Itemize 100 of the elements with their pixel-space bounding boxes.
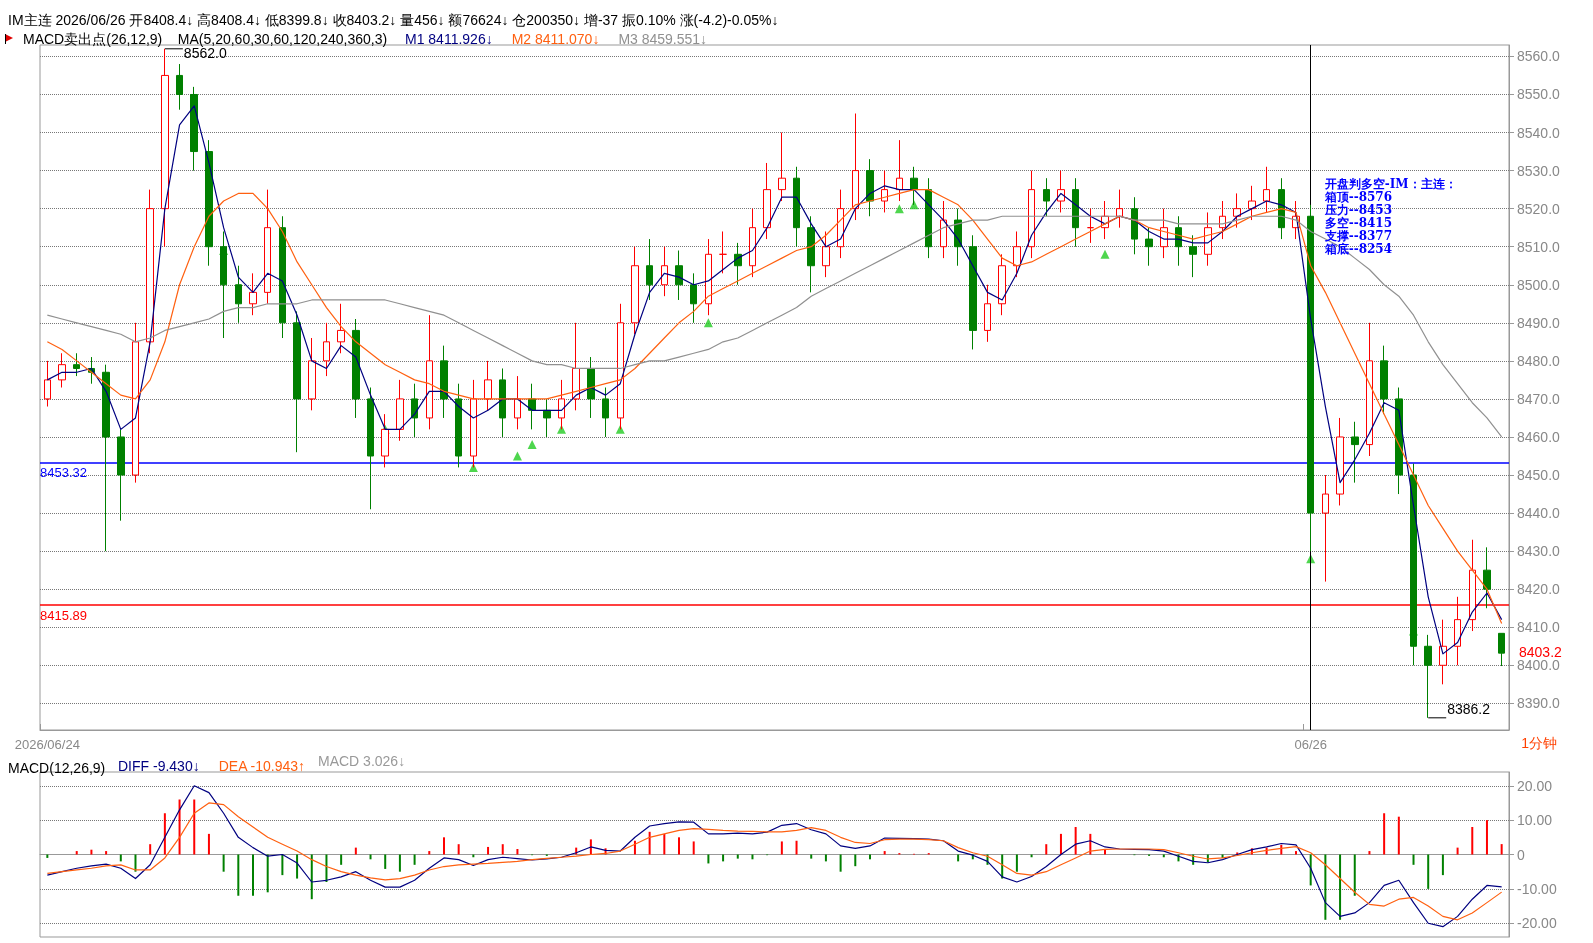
annotation: 支撑--8377 — [1323, 229, 1393, 243]
candlestick — [337, 303, 345, 354]
y-tick-label: 8450.0 — [1517, 467, 1561, 484]
bar — [1339, 854, 1342, 920]
bar — [413, 854, 416, 865]
candlestick — [822, 230, 830, 278]
candlestick — [940, 200, 947, 259]
candlestick — [1145, 227, 1153, 267]
point — [615, 424, 625, 434]
candlestick — [1116, 189, 1123, 229]
candlestick — [293, 310, 301, 453]
bar — [149, 844, 152, 855]
bar — [1441, 854, 1444, 876]
bar — [1471, 827, 1474, 855]
bar — [1500, 844, 1503, 855]
candlestick — [793, 166, 800, 248]
candlestick — [837, 189, 844, 259]
candlestick — [969, 234, 977, 350]
chart-subtitle: MACD卖出点(26,12,9) MA(5,20,60,30,60,120,240,360,3) — [23, 31, 388, 47]
bar — [222, 854, 225, 872]
y-tick-label: 8470.0 — [1517, 390, 1561, 407]
candlestick — [925, 177, 932, 259]
bar — [266, 854, 269, 893]
bar — [457, 844, 460, 855]
bar — [384, 854, 387, 869]
annotation: 压力--8453 — [1323, 203, 1393, 217]
candlestick — [1072, 177, 1079, 248]
bar — [780, 841, 783, 855]
y-tick-label: -10.00 — [1517, 880, 1557, 897]
candlestick — [675, 250, 683, 301]
bar — [501, 844, 504, 855]
candlestick — [778, 132, 786, 202]
candlestick — [1498, 632, 1505, 667]
candlestick — [852, 113, 859, 221]
candlestick — [58, 352, 66, 388]
annotation: 箱顶--8576 — [1323, 190, 1393, 204]
bar — [1015, 854, 1018, 872]
point — [512, 451, 522, 461]
bar — [296, 854, 299, 879]
bar — [1427, 854, 1430, 889]
candlestick — [705, 238, 712, 316]
candlestick — [602, 387, 609, 438]
y-tick-label: 8560.0 — [1517, 48, 1561, 65]
bar — [237, 854, 240, 896]
candlestick — [1483, 546, 1491, 609]
candlestick — [455, 383, 462, 468]
annotation: 多空--8415 — [1324, 216, 1393, 230]
candlestick — [984, 284, 991, 343]
candlestick — [323, 322, 330, 377]
y-tick-label: 10.00 — [1517, 812, 1553, 829]
annotation: 8386.2 — [1447, 700, 1491, 717]
y-tick-label: 0 — [1517, 846, 1525, 863]
annotation: 箱底--8254 — [1323, 242, 1393, 256]
line-series — [46, 802, 1503, 921]
candlestick — [661, 246, 668, 297]
bar — [663, 833, 666, 855]
ref-line-label: 8453.32 — [40, 465, 87, 481]
bar — [75, 851, 78, 855]
bar — [105, 851, 108, 855]
bar — [310, 854, 313, 900]
bar — [692, 841, 695, 855]
y-tick-label: -20.00 — [1517, 915, 1557, 932]
bar — [678, 837, 681, 855]
bar — [340, 854, 343, 865]
bar — [883, 851, 886, 855]
chart-title: MACD(12,26,9) — [8, 760, 106, 776]
bar — [839, 854, 842, 872]
candlestick — [146, 189, 154, 354]
candlestick — [102, 364, 110, 552]
candlestick — [44, 360, 51, 408]
candlestick — [1366, 322, 1373, 457]
bar — [1045, 844, 1048, 855]
candlestick — [646, 238, 653, 301]
candlestick — [1028, 170, 1035, 259]
candlestick — [367, 387, 374, 510]
candlestick — [73, 352, 80, 377]
bar — [207, 833, 210, 855]
candlestick — [499, 367, 506, 438]
candlestick — [631, 246, 639, 335]
candlestick — [396, 379, 404, 442]
candlestick — [866, 158, 874, 217]
candlestick — [1439, 619, 1447, 685]
bar — [428, 851, 431, 855]
candlestick — [176, 63, 183, 111]
candlestick — [1233, 192, 1241, 229]
bar — [648, 831, 651, 855]
candlestick — [690, 272, 697, 324]
candlestick — [411, 383, 418, 438]
bar — [1368, 851, 1371, 855]
candlestick — [763, 162, 771, 240]
series-label: DIFF -9.430↓ — [118, 758, 200, 774]
annotation: 开盘判多空-IM：主连： — [1323, 177, 1457, 191]
x-axis-title: 1分钟 — [1521, 735, 1558, 751]
candlestick — [719, 230, 727, 274]
candlestick — [1336, 417, 1344, 506]
bar — [810, 854, 813, 859]
candlestick — [1263, 166, 1270, 213]
candlestick — [1013, 230, 1021, 278]
candlestick — [352, 318, 360, 419]
candlestick — [807, 215, 815, 293]
